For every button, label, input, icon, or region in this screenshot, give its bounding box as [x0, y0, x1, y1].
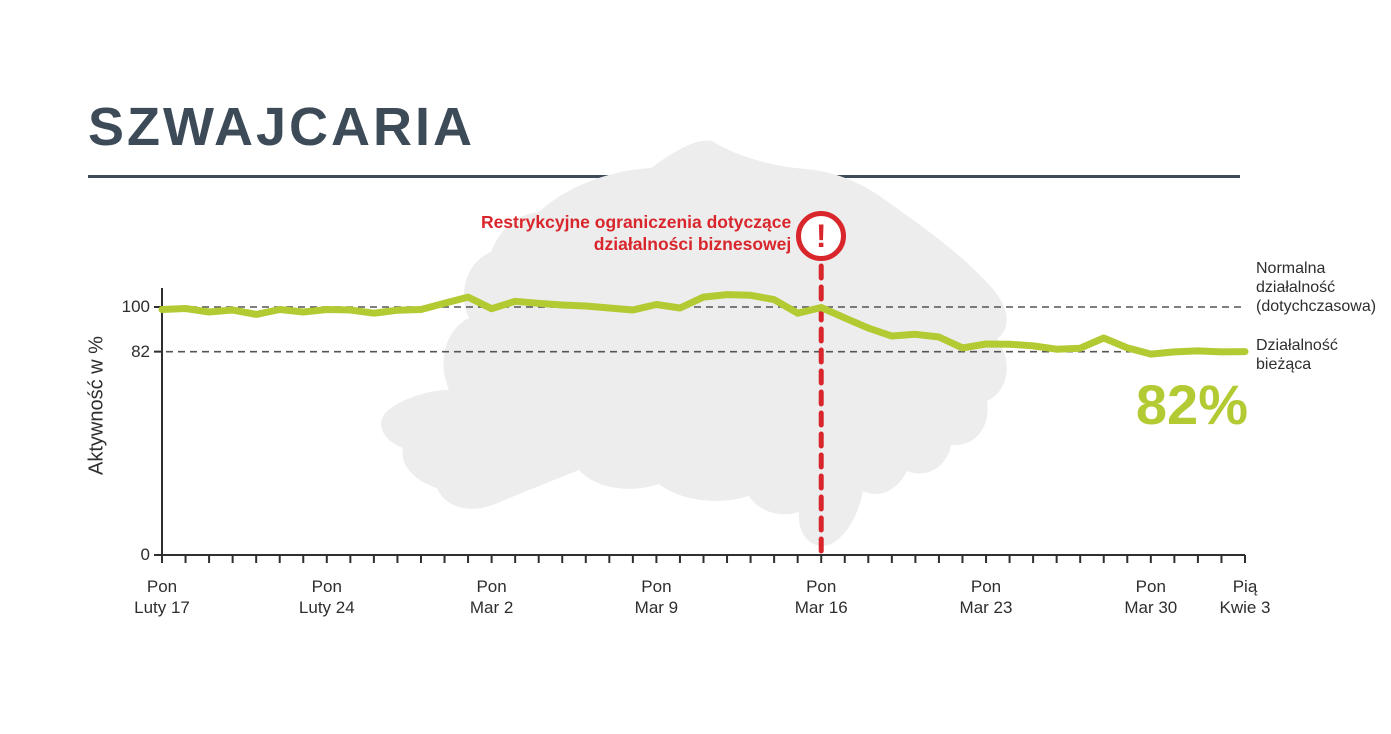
event-annotation-text: Restrykcyjne ograniczenia dotyczące dzia…	[480, 212, 792, 254]
exclamation-icon: !	[796, 211, 847, 261]
activity-line	[158, 291, 1249, 358]
x-tick-label: Pon Mar 2	[469, 577, 514, 618]
x-tick-label: Pon Luty 17	[134, 577, 190, 618]
y-tick-label: 82	[131, 341, 150, 361]
y-tick-label: 0	[140, 545, 150, 564]
axes	[154, 288, 1246, 563]
x-tick-label: Pią Kwie 3	[1219, 577, 1271, 618]
y-tick-label: 100	[121, 297, 150, 316]
x-tick-label: Pon Luty 24	[298, 577, 355, 618]
current-value: 82%	[1135, 373, 1248, 436]
x-tick-label: Pon Mar 30	[1124, 577, 1178, 618]
x-tick-label: Pon Mar 23	[959, 577, 1013, 618]
current-activity-label: Działalność bieżąca	[1256, 337, 1338, 373]
normal-activity-label: Normalna działalność (dotychczasowa)	[1256, 260, 1377, 315]
x-tick-label: Pon Mar 16	[794, 577, 848, 618]
page-title: SZWAJCARIA	[88, 97, 476, 157]
switzerland-map-silhouette	[381, 140, 1007, 546]
x-tick-label: Pon Mar 9	[634, 577, 679, 618]
